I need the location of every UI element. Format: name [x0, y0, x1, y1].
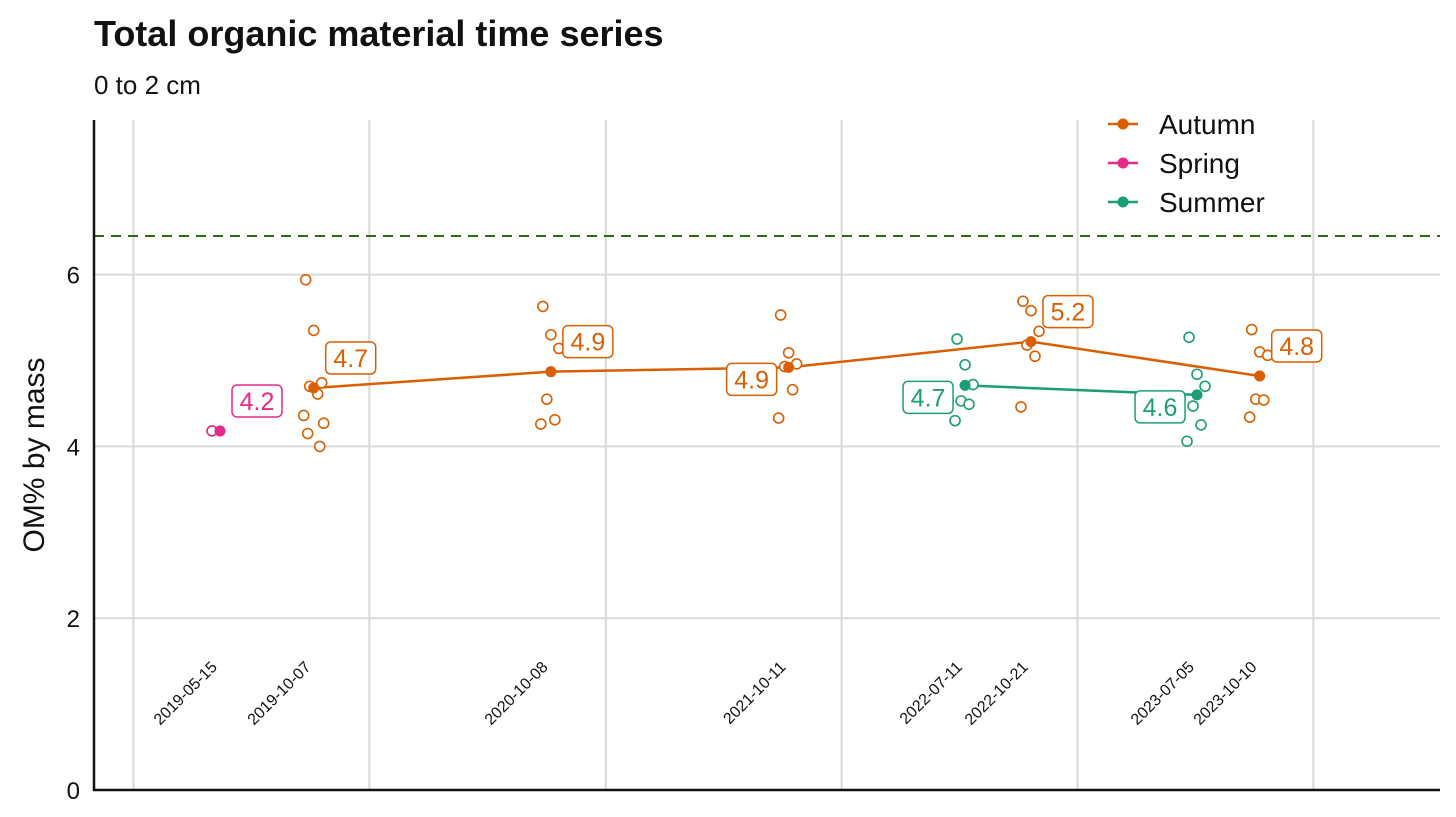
sample-point — [1199, 380, 1211, 393]
date-label: 2020-10-08 — [482, 659, 552, 729]
value-label-box — [902, 380, 954, 415]
y-tick-label: 4 — [67, 434, 80, 461]
sample-point — [1017, 295, 1029, 308]
sample-point — [1243, 411, 1256, 424]
mean-point — [783, 361, 795, 373]
value-label-spring: 4.2 — [231, 384, 283, 418]
value-label-box — [324, 341, 377, 375]
value-label-box — [1134, 390, 1186, 424]
sample-point — [307, 324, 320, 337]
date-label: 2023-10-10 — [1191, 659, 1261, 729]
sample-point — [541, 393, 553, 405]
legend-label: Autumn — [1159, 109, 1256, 140]
legend-swatch-dot — [1117, 118, 1129, 130]
sample-point — [774, 309, 787, 321]
axes: 0 2 4 6 — [67, 120, 1440, 805]
sample-point — [1025, 304, 1037, 317]
series-group — [206, 273, 1274, 453]
sample-point — [315, 377, 328, 389]
value-label-text: 4.6 — [1143, 394, 1178, 422]
mean-point — [1191, 389, 1203, 401]
sample-point — [1029, 350, 1041, 363]
date-label: 2021-10-11 — [720, 659, 789, 728]
value-label-autumn: 4.9 — [725, 362, 778, 397]
date-labels: 2019-05-15 2019-10-07 2020-10-08 2021-10-11… — [151, 659, 1261, 729]
sample-point — [1257, 394, 1270, 406]
mean-point — [1025, 336, 1037, 348]
mean-point — [545, 366, 557, 378]
chart-title: Total organic material time series — [94, 13, 664, 54]
legend-swatch-dot — [1117, 196, 1129, 208]
value-label-autumn: 5.2 — [1042, 294, 1094, 329]
chart-subtitle: 0 to 2 cm — [94, 70, 201, 100]
sample-point — [1187, 400, 1199, 412]
sample-point — [297, 409, 310, 422]
legend-swatch-dot — [1117, 157, 1129, 169]
value-label-box — [562, 324, 614, 359]
date-label: 2023-07-05 — [1128, 659, 1198, 729]
legend-label: Spring — [1159, 148, 1240, 179]
sample-point — [549, 413, 561, 426]
sample-point — [1015, 401, 1027, 413]
legend-entry-autumn: Autumn — [1108, 109, 1256, 140]
mean-point — [214, 425, 226, 437]
sample-point — [959, 359, 971, 371]
value-label-text: 4.9 — [570, 329, 605, 357]
sample-point — [537, 300, 549, 313]
sample-point — [299, 273, 312, 286]
value-label-text: 4.8 — [1279, 333, 1314, 361]
sample-point — [951, 333, 963, 345]
sample-point — [313, 440, 326, 453]
value-label-box — [725, 362, 778, 397]
sample-point — [1033, 325, 1045, 338]
value-label-text: 4.7 — [333, 345, 368, 373]
value-labels: 4.7 4.9 4.9 5.2 4.8 4.2 4.7 4.6 — [231, 294, 1323, 424]
legend: Autumn Spring Summer — [1108, 109, 1265, 218]
sample-point — [1183, 331, 1195, 344]
sample-point — [1191, 368, 1203, 381]
value-label-box — [1270, 329, 1323, 363]
sample-point — [1195, 419, 1207, 431]
y-tick-label: 2 — [67, 606, 80, 633]
sample-point — [949, 414, 961, 427]
value-label-text: 4.2 — [240, 388, 275, 416]
sample-point — [301, 427, 314, 440]
value-label-autumn: 4.8 — [1270, 329, 1323, 363]
value-label-autumn: 4.9 — [562, 324, 614, 359]
sample-point — [772, 412, 785, 424]
date-label: 2019-10-07 — [245, 659, 315, 729]
legend-entry-summer: Summer — [1108, 187, 1265, 218]
y-tick-label: 0 — [67, 778, 80, 805]
sample-point — [963, 398, 975, 411]
mean-point — [1254, 370, 1266, 382]
sample-point — [545, 328, 557, 341]
sample-point — [1245, 323, 1258, 336]
sample-point — [535, 418, 547, 430]
sample-point — [317, 417, 330, 430]
date-label: 2019-05-15 — [151, 659, 221, 729]
value-label-text: 5.2 — [1051, 299, 1086, 327]
value-label-summer: 4.6 — [1134, 390, 1186, 424]
value-label-summer: 4.7 — [902, 380, 954, 415]
value-label-box — [231, 384, 283, 418]
legend-label: Summer — [1159, 187, 1265, 218]
sample-point — [782, 346, 795, 359]
sample-point — [786, 383, 799, 396]
value-label-text: 4.7 — [911, 384, 946, 412]
value-label-box — [1042, 294, 1094, 329]
mean-point — [959, 379, 971, 391]
date-label: 2022-07-11 — [897, 659, 966, 728]
value-label-autumn: 4.7 — [324, 341, 377, 375]
legend-entry-spring: Spring — [1108, 148, 1240, 179]
value-label-text: 4.9 — [734, 366, 769, 394]
y-tick-label: 6 — [67, 263, 80, 290]
sample-point — [1181, 435, 1193, 448]
date-label: 2022-10-21 — [962, 659, 1032, 729]
y-axis-label: OM% by mass — [18, 357, 51, 552]
mean-point — [308, 382, 320, 394]
